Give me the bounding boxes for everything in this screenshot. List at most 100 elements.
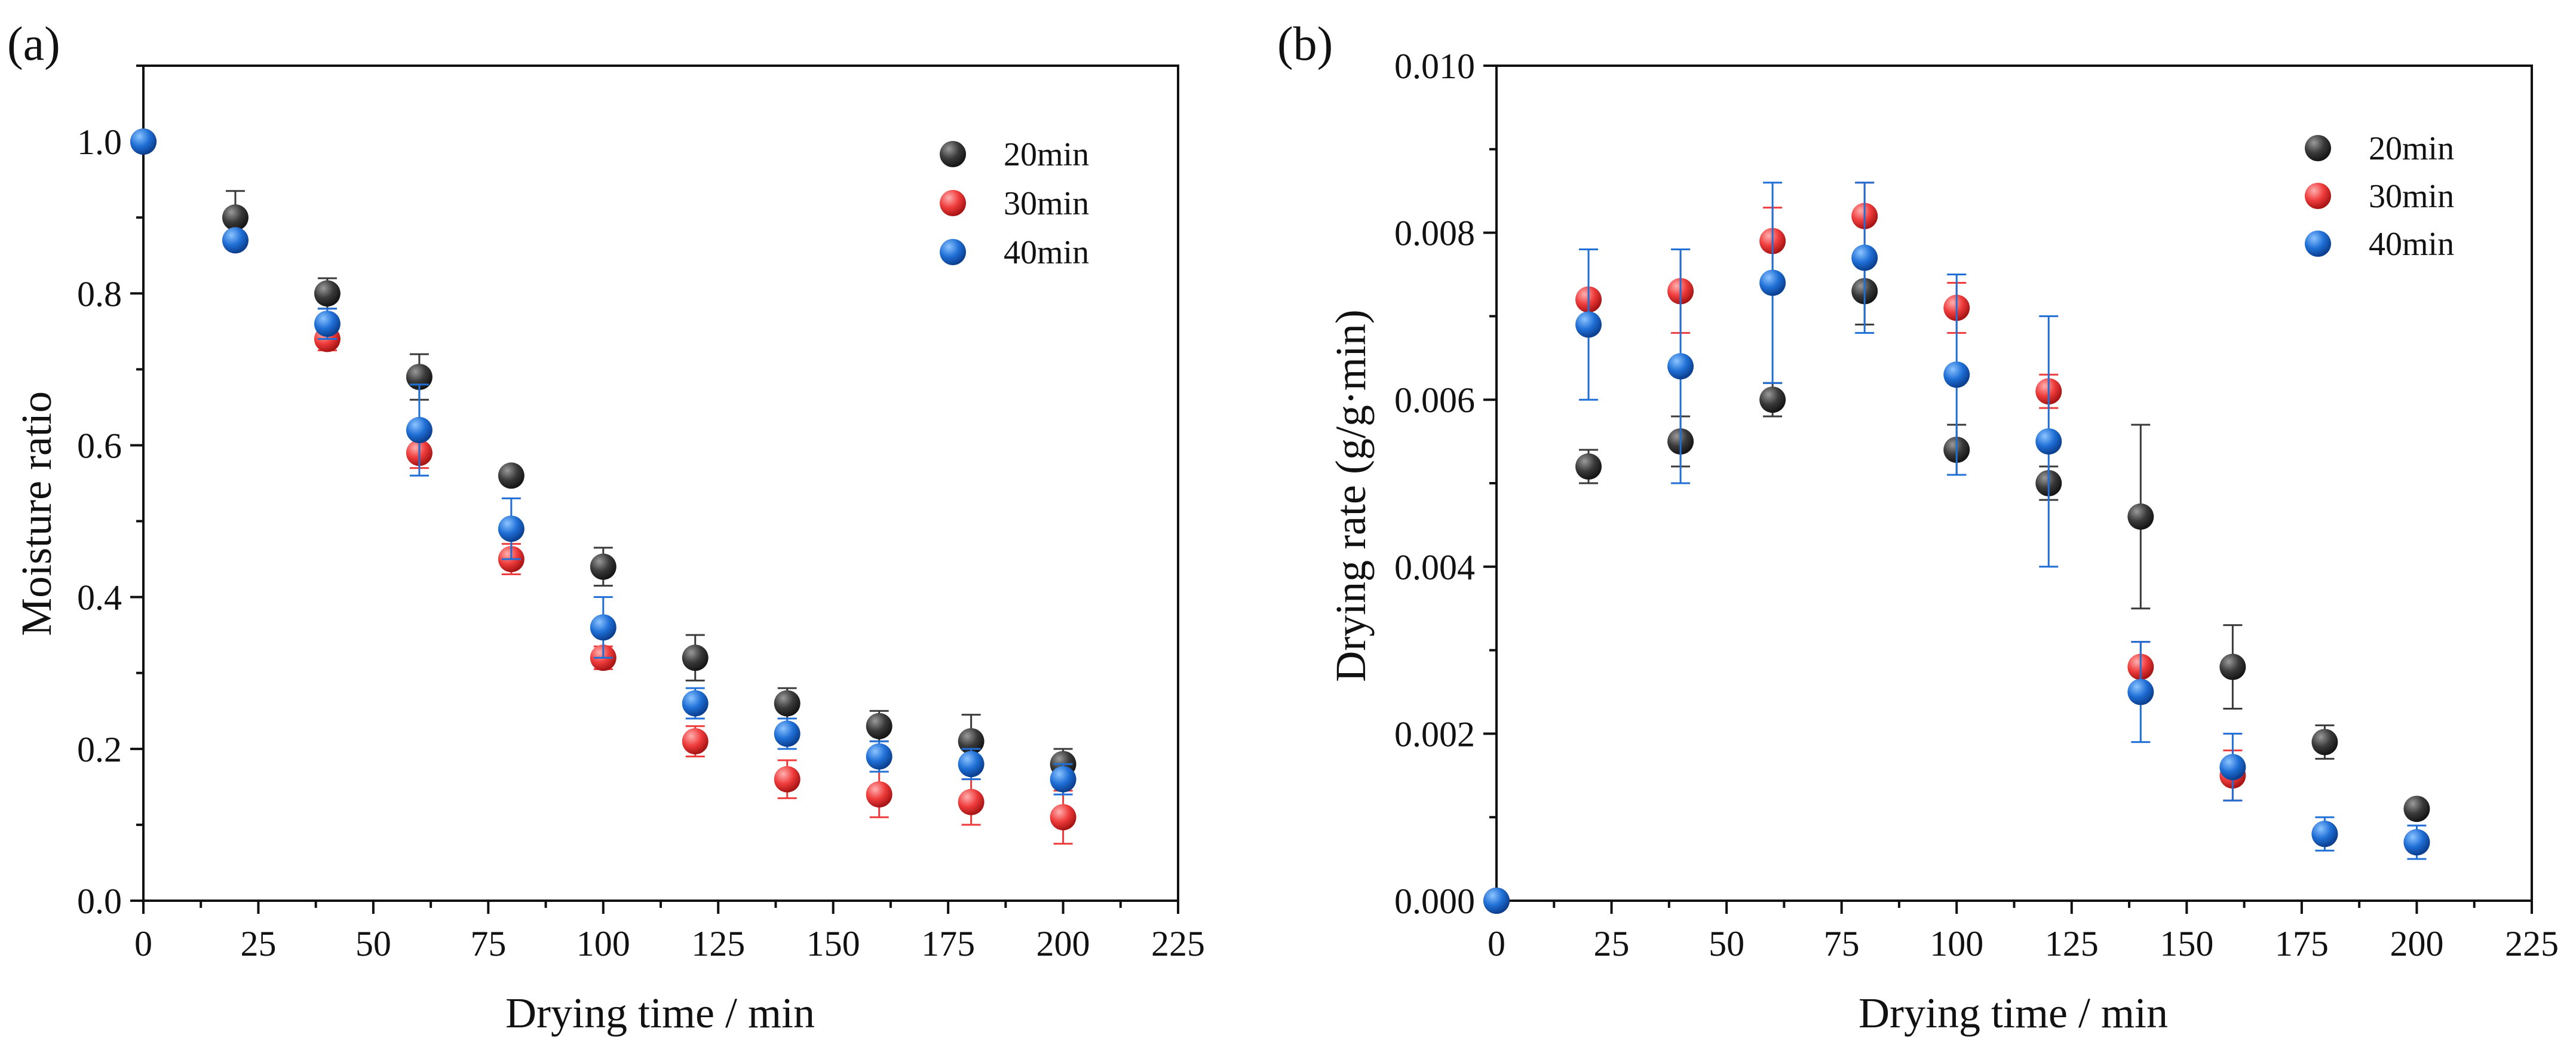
x-tick-label: 25 — [1594, 924, 1630, 963]
x-tick-label: 0 — [1488, 924, 1505, 963]
legend: 20min 30min 40min — [940, 136, 1089, 271]
series-40min — [130, 128, 1077, 796]
y-tick-label: 0.006 — [1394, 380, 1475, 420]
x-tick-label: 200 — [1036, 924, 1090, 963]
data-point — [866, 781, 893, 808]
y-axis-title: Drying rate (g/g·min) — [1327, 309, 1375, 682]
data-point — [866, 713, 893, 739]
legend-label: 40min — [2369, 226, 2454, 263]
x-tick-label: 175 — [2275, 924, 2329, 963]
data-point — [774, 720, 801, 747]
series-20min — [130, 128, 1077, 781]
y-tick-label: 0.4 — [77, 578, 122, 618]
data-point — [1483, 888, 1510, 914]
legend-label: 30min — [1004, 185, 1089, 222]
x-tick-label: 0 — [134, 924, 152, 963]
legend-marker — [940, 141, 966, 167]
x-tick-label: 150 — [2160, 924, 2213, 963]
y-axis-title: Moisture ratio — [13, 391, 60, 636]
data-point — [1667, 353, 1694, 380]
legend-marker — [2305, 183, 2331, 209]
series-30min — [130, 128, 1077, 845]
data-point — [2311, 821, 2338, 848]
x-tick-label: 100 — [1930, 924, 1983, 963]
data-point — [866, 743, 893, 770]
x-tick-label: 100 — [576, 924, 630, 963]
data-point — [1050, 804, 1077, 831]
y-tick-label: 0.8 — [77, 274, 122, 314]
x-tick-label: 125 — [691, 924, 745, 963]
data-point — [958, 728, 985, 755]
y-tick-label: 0.002 — [1394, 714, 1475, 754]
x-tick-label: 150 — [806, 924, 860, 963]
data-point — [2219, 653, 2246, 680]
data-point — [682, 728, 709, 755]
data-point — [1759, 269, 1786, 296]
panel-a: (a) Drying time / min Moisture ratio 0 25… — [7, 18, 1205, 1037]
data-point — [682, 690, 709, 717]
data-point — [498, 515, 525, 542]
legend-marker — [2305, 231, 2331, 257]
y-tick-label: 0.010 — [1394, 47, 1475, 86]
plot-area: 0 25 50 75 100 125 150 175 200 225 0.0 0.2 0.4 0.6 0.8… — [77, 65, 1205, 963]
legend-label: 30min — [2369, 178, 2454, 215]
data-point — [1575, 453, 1602, 480]
data-point — [774, 766, 801, 793]
legend: 20min 30min 40min — [2305, 130, 2454, 263]
data-point — [406, 417, 433, 444]
panel-b: (b) Drying time / min Drying rate (g/g·m… — [1277, 18, 2559, 1037]
legend-marker — [940, 190, 966, 216]
data-point — [2219, 754, 2246, 781]
x-tick-label: 50 — [355, 924, 391, 963]
data-point — [130, 128, 157, 155]
legend-label: 20min — [1004, 136, 1089, 173]
y-tick-label: 0.008 — [1394, 214, 1475, 253]
data-point — [2035, 428, 2062, 455]
x-tick-label: 225 — [1151, 924, 1205, 963]
data-point — [1575, 311, 1602, 338]
data-point — [958, 788, 985, 815]
data-point — [2311, 729, 2338, 756]
x-tick-label: 75 — [470, 924, 506, 963]
legend-label: 40min — [1004, 234, 1089, 271]
x-tick-label: 200 — [2390, 924, 2443, 963]
data-point — [314, 311, 341, 337]
x-tick-label: 175 — [921, 924, 975, 963]
x-axis-title: Drying time / min — [505, 989, 815, 1037]
data-point — [1759, 386, 1786, 413]
data-point — [1943, 361, 1970, 388]
data-point — [1851, 244, 1878, 271]
y-tick-label: 0.004 — [1394, 548, 1475, 587]
series-40min — [1483, 182, 2430, 914]
y-tick-label: 0.0 — [77, 882, 122, 921]
y-tick-label: 0.2 — [77, 730, 122, 769]
data-point — [498, 462, 525, 489]
x-axis-title: Drying time / min — [1859, 989, 2168, 1037]
x-tick-label: 50 — [1709, 924, 1744, 963]
x-tick-label: 125 — [2045, 924, 2099, 963]
data-point — [590, 553, 617, 580]
data-point — [2403, 829, 2430, 856]
x-tick-label: 225 — [2505, 924, 2559, 963]
legend-marker — [2305, 135, 2331, 161]
data-point — [314, 280, 341, 307]
panel-label: (b) — [1277, 18, 1333, 70]
data-point — [222, 227, 249, 254]
data-point — [958, 751, 985, 778]
data-point — [2127, 503, 2154, 530]
legend-label: 20min — [2369, 130, 2454, 167]
plot-area: 0 25 50 75 100 125 150 175 200 225 0.000 0.002 0.004… — [1394, 47, 2559, 963]
data-point — [2403, 796, 2430, 822]
data-point — [682, 644, 709, 671]
y-tick-label: 0.000 — [1394, 882, 1475, 921]
x-tick-label: 75 — [1824, 924, 1860, 963]
data-point — [406, 364, 433, 391]
data-point — [590, 614, 617, 641]
data-point — [774, 690, 801, 717]
x-tick-label: 25 — [240, 924, 276, 963]
panel-label: (a) — [7, 18, 60, 70]
data-point — [1050, 766, 1077, 793]
y-tick-label: 1.0 — [77, 122, 122, 162]
